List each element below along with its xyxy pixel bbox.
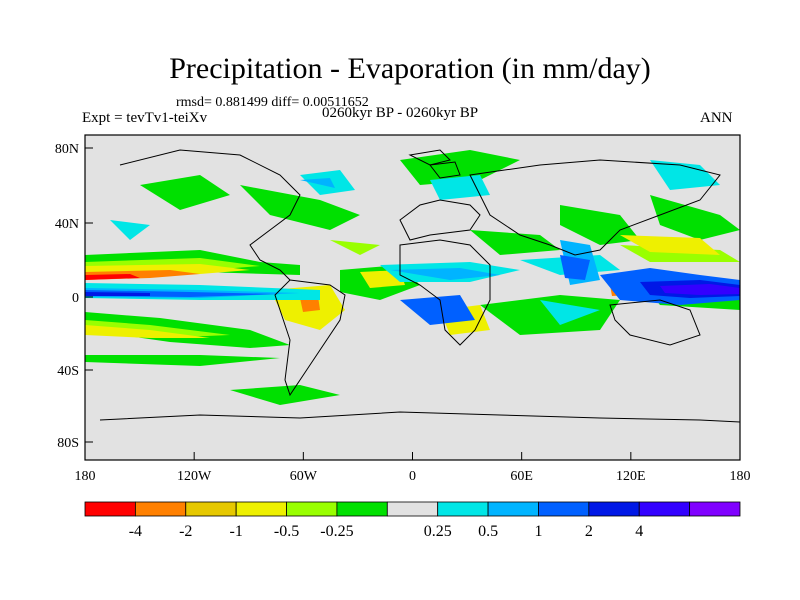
colorbar-label: 1 (534, 523, 542, 540)
period-label: 0260kyr BP - 0260kyr BP (322, 105, 479, 121)
season-label: ANN (700, 110, 733, 126)
statistics-text: rmsd= 0.881499 diff= 0.00511652 (176, 95, 369, 110)
lat-label: 80S (57, 436, 79, 451)
lat-label: 0 (72, 291, 79, 306)
colorbar: -4 -2 -1 -0.5 -0.25 0.25 0.5 1 2 4 (84, 501, 741, 540)
lon-label: 120E (616, 469, 646, 484)
colorbar-swatch (638, 501, 691, 517)
colorbar-swatch (386, 501, 439, 517)
colorbar-swatch (235, 501, 287, 517)
experiment-label: Expt = tevTv1-teiXv (82, 110, 208, 126)
colorbar-swatch (538, 501, 590, 517)
lon-label: 180 (75, 469, 96, 484)
colorbar-swatch (437, 501, 489, 517)
lat-label: 40S (57, 364, 79, 379)
lon-ticks: 180 120W 60W 0 60E 120E 180 (75, 452, 751, 484)
colorbar-label: 0.5 (478, 523, 498, 540)
colorbar-label: -0.5 (274, 523, 299, 540)
colorbar-label: 4 (635, 523, 643, 540)
lon-label: 60W (290, 469, 318, 484)
colorbar-label: -0.25 (320, 523, 353, 540)
colorbar-swatch (134, 501, 187, 517)
lat-label: 40N (55, 217, 79, 232)
colorbar-swatch (487, 501, 539, 517)
lon-label: 120W (177, 469, 212, 484)
colorbar-label: 2 (585, 523, 593, 540)
colorbar-label: 0.25 (424, 523, 452, 540)
colorbar-swatch (588, 501, 640, 517)
colorbar-swatch (185, 501, 237, 517)
colorbar-swatch (689, 501, 741, 517)
lon-label: 0 (409, 469, 416, 484)
colorbar-swatch (84, 501, 136, 517)
colorbar-label: -1 (229, 523, 242, 540)
lon-label: 180 (730, 469, 751, 484)
coastlines (99, 149, 740, 423)
colorbar-swatch (286, 501, 338, 517)
indigo-contours (660, 284, 740, 295)
lat-label: 80N (55, 142, 79, 157)
colorbar-label: -2 (179, 523, 192, 540)
lat-ticks: 80N 40N 0 40S 80S (55, 142, 93, 451)
precip-evap-field (85, 135, 740, 460)
map-title: Precipitation - Evaporation (in mm/day) (169, 52, 651, 85)
lon-label: 60E (510, 469, 533, 484)
colorbar-label: -4 (129, 523, 142, 540)
colorbar-swatch (336, 501, 388, 517)
